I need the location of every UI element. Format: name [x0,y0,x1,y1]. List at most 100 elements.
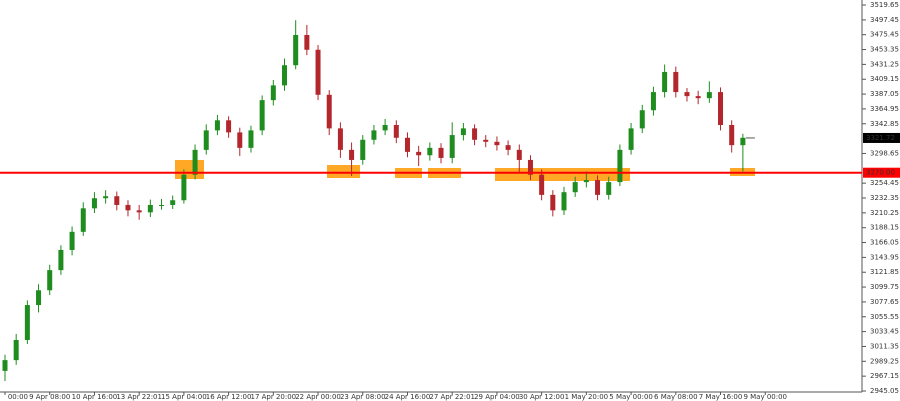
level-label: 3270.00 [866,169,895,177]
candle-body [404,137,410,152]
candle-body [650,92,656,111]
candle-body [69,231,75,250]
candle-body [438,147,444,158]
candle-body [606,182,612,195]
y-tick-label: 3254.45 [870,179,899,187]
y-tick-label: 3232.35 [870,194,899,202]
candle-body [539,174,545,195]
candle-body [159,204,165,206]
candle-body [561,192,567,211]
candle-body [427,147,433,156]
last-price-label: 3321.72 [866,134,895,142]
y-tick-label: 3387.05 [870,90,899,98]
candle-body [147,204,153,213]
candle-body [516,149,522,160]
x-tick-label: 10 Apr 16:00 [72,393,118,401]
x-tick-label: 24 Apr 16:00 [385,393,431,401]
candle-body [293,34,299,66]
y-tick-label: 3364.95 [870,105,899,113]
y-tick-label: 3188.15 [870,224,899,232]
candle-body [103,196,109,199]
candle-body [259,100,265,131]
x-tick-label: 27 Apr 22:01 [429,393,475,401]
zone [495,168,630,181]
x-tick-label: 00:00 [8,393,28,401]
candle-body [315,49,321,95]
y-tick-label: 3077.65 [870,298,899,306]
y-tick-label: 3121.85 [870,268,899,276]
x-tick-label: 17 Apr 20:00 [250,393,296,401]
candle-body [304,34,310,50]
candle-body [740,137,746,146]
candle-body [248,130,254,148]
candle-body [550,194,556,211]
candle-body [214,120,220,131]
candle-body [595,180,601,195]
candle-body [91,198,97,209]
y-tick-label: 3033.45 [870,328,899,336]
x-tick-label: 6 May 08:00 [654,393,698,401]
candle-body [718,92,724,126]
x-tick-label: 5 May 00:00 [609,393,653,401]
candle-body [203,130,209,150]
y-tick-label: 3055.55 [870,313,899,321]
candle-body [270,85,276,101]
y-tick-label: 3497.45 [870,16,899,24]
candle-body [349,149,355,160]
level-label-box [863,167,900,178]
candle-body [226,120,232,133]
x-tick-label: 13 Apr 22:01 [116,393,162,401]
candle-body [382,125,388,131]
candle-body [393,125,399,138]
candle-body [181,174,187,201]
candle-body [673,71,679,93]
candle-body [483,139,489,142]
y-tick-label: 3453.35 [870,46,899,54]
x-tick-label: 16 Apr 12:00 [206,393,252,401]
candle-body [684,92,690,97]
y-tick-label: 3409.15 [870,75,899,83]
y-tick-label: 3143.95 [870,253,899,261]
x-tick-label: 23 Apr 08:00 [340,393,386,401]
candle-body [572,182,578,193]
candle-body [662,71,668,93]
x-tick-label: 15 Apr 04:00 [161,393,207,401]
candle-body [472,128,478,140]
x-tick-label: 7 May 16:00 [699,393,743,401]
zone [175,160,204,179]
x-tick-label: 30 Apr 12:00 [519,393,565,401]
candle-body [337,128,343,150]
y-tick-label: 3166.05 [870,239,899,247]
candle-body [13,339,19,361]
candle-body [706,92,712,99]
last-price-box [863,132,900,143]
candle-body [282,65,287,86]
candle-body [2,360,8,371]
y-tick-label: 3210.25 [870,209,899,217]
y-tick-label: 3431.25 [870,60,899,68]
y-tick-label: 2945.05 [870,387,899,395]
x-tick-label: 29 Apr 04:00 [474,393,520,401]
candle-body [192,149,198,175]
candle-body [136,210,142,213]
candle-body [47,270,53,291]
candle-body [527,159,533,175]
y-tick-label: 3342.85 [870,120,899,128]
y-tick-label: 3011.35 [870,342,899,350]
candle-body [617,149,623,183]
candle-body [125,204,131,211]
y-tick-label: 3099.75 [870,283,899,291]
candle-body [494,141,500,146]
candle-body [24,305,30,340]
candle-body [695,96,701,99]
candle-body [583,180,589,183]
candle-body [80,208,86,232]
zone [327,165,360,178]
x-tick-label: 22 Apr 00:00 [295,393,341,401]
candle-body [170,200,176,205]
candle-body [639,110,645,129]
y-tick-label: 2967.15 [870,372,899,380]
y-tick-label: 2989.25 [870,357,899,365]
